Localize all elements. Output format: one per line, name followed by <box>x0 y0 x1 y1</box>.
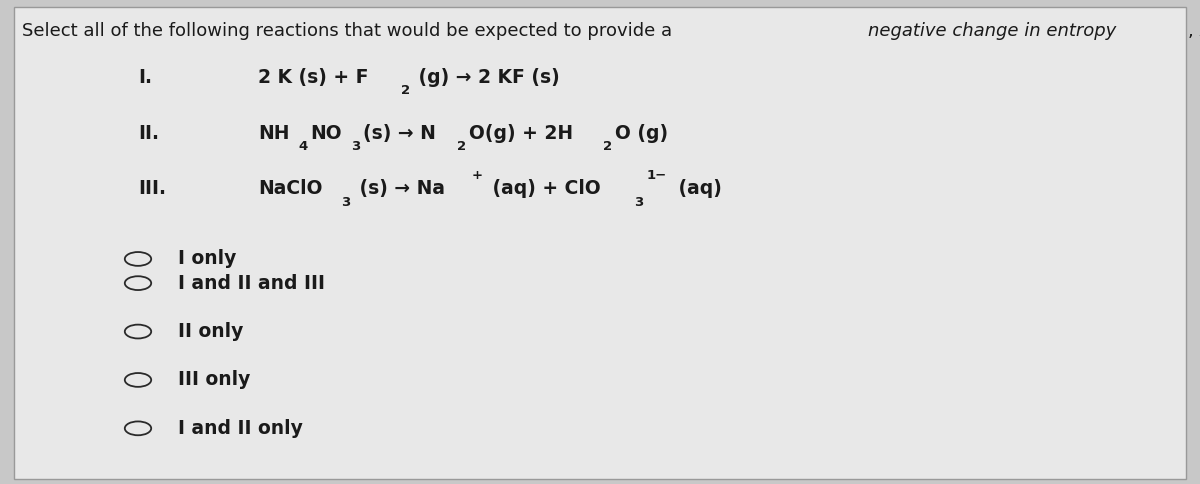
Text: Select all of the following reactions that would be expected to provide a: Select all of the following reactions th… <box>22 22 678 40</box>
Text: (aq) + ClO: (aq) + ClO <box>486 179 601 198</box>
Text: 3: 3 <box>352 140 361 153</box>
Ellipse shape <box>125 325 151 338</box>
Text: NaClO: NaClO <box>258 179 323 198</box>
Text: I and II only: I and II only <box>178 419 302 438</box>
Text: 3: 3 <box>341 196 350 209</box>
Ellipse shape <box>125 276 151 290</box>
Text: negative change in entropy: negative change in entropy <box>868 22 1116 40</box>
Text: O (g): O (g) <box>616 123 668 143</box>
Text: I only: I only <box>178 249 236 269</box>
Ellipse shape <box>125 252 151 266</box>
Text: 1−: 1− <box>646 169 666 182</box>
Text: NH: NH <box>258 123 289 143</box>
Text: III.: III. <box>138 179 166 198</box>
Text: I and II and III: I and II and III <box>178 273 324 293</box>
Text: 4: 4 <box>299 140 308 153</box>
Text: III only: III only <box>178 370 250 390</box>
Text: (s) → Na: (s) → Na <box>353 179 445 198</box>
Text: II.: II. <box>138 123 158 143</box>
Text: +: + <box>472 169 482 182</box>
Ellipse shape <box>125 422 151 435</box>
Text: (aq): (aq) <box>672 179 722 198</box>
Text: 3: 3 <box>634 196 643 209</box>
Text: 2: 2 <box>457 140 467 153</box>
FancyBboxPatch shape <box>14 7 1186 479</box>
Text: (s) → N: (s) → N <box>364 123 436 143</box>
Ellipse shape <box>125 373 151 387</box>
Text: 2: 2 <box>604 140 613 153</box>
Text: 2 K (s) + F: 2 K (s) + F <box>258 68 368 87</box>
Text: NO: NO <box>311 123 342 143</box>
Text: II only: II only <box>178 322 242 341</box>
Text: O(g) + 2H: O(g) + 2H <box>469 123 574 143</box>
Text: , ΔS < 0.: , ΔS < 0. <box>1188 22 1200 40</box>
Text: I.: I. <box>138 68 152 87</box>
Text: 2: 2 <box>401 85 409 97</box>
Text: (g) → 2 KF (s): (g) → 2 KF (s) <box>413 68 560 87</box>
